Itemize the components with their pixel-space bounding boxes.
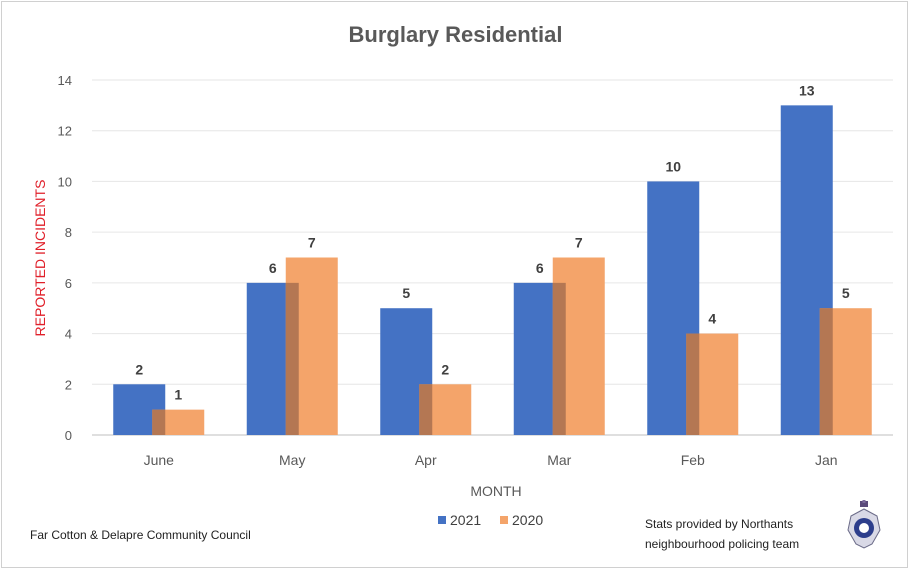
y-tick-label: 14 (58, 73, 72, 88)
x-tick-label: June (144, 452, 175, 468)
x-axis-title: MONTH (470, 483, 521, 499)
x-tick-label: Apr (415, 452, 437, 468)
bar-overlap (819, 308, 833, 435)
x-tick-label: Feb (681, 452, 705, 468)
y-axis-title: REPORTED INCIDENTS (32, 180, 48, 337)
data-label-2021: 5 (402, 285, 410, 301)
data-label-2020: 7 (575, 235, 583, 251)
x-tick-label: May (279, 452, 305, 468)
council-credit: Far Cotton & Delapre Community Council (30, 528, 251, 542)
bar-overlap (285, 282, 299, 435)
data-label-2021: 10 (665, 158, 681, 174)
police-crest-icon (847, 500, 881, 549)
legend-swatch-2020 (500, 516, 508, 524)
y-tick-label: 8 (65, 225, 72, 240)
data-label-2021: 13 (799, 82, 815, 98)
bar-overlap (552, 282, 566, 435)
y-tick-label: 2 (65, 377, 72, 392)
police-credit-line-2: neighbourhood policing team (645, 537, 800, 551)
data-label-2020: 7 (308, 235, 316, 251)
data-label-2020: 1 (174, 387, 182, 403)
chart-title: Burglary Residential (348, 22, 563, 47)
bar-overlap (152, 409, 166, 435)
legend-swatch-2021 (438, 516, 446, 524)
bar-overlap (419, 384, 433, 435)
y-tick-label: 10 (58, 174, 72, 189)
y-tick-label: 0 (65, 428, 72, 443)
bar-overlap (686, 333, 700, 435)
data-label-2020: 2 (441, 361, 449, 377)
data-label-2021: 6 (269, 260, 277, 276)
data-label-2021: 6 (536, 260, 544, 276)
data-label-2020: 4 (708, 311, 716, 327)
y-tick-label: 4 (65, 327, 72, 342)
police-credit-line-1: Stats provided by Northants (645, 517, 794, 531)
data-label-2021: 2 (135, 361, 143, 377)
police-credit: Stats provided by Northants neighbourhoo… (645, 514, 799, 554)
legend-label-2021: 2021 (450, 512, 481, 528)
x-tick-label: Jan (815, 452, 838, 468)
y-tick-label: 6 (65, 276, 72, 291)
x-tick-label: Mar (547, 452, 571, 468)
data-label-2020: 5 (842, 285, 850, 301)
legend-label-2020: 2020 (512, 512, 543, 528)
y-tick-label: 12 (58, 124, 72, 139)
